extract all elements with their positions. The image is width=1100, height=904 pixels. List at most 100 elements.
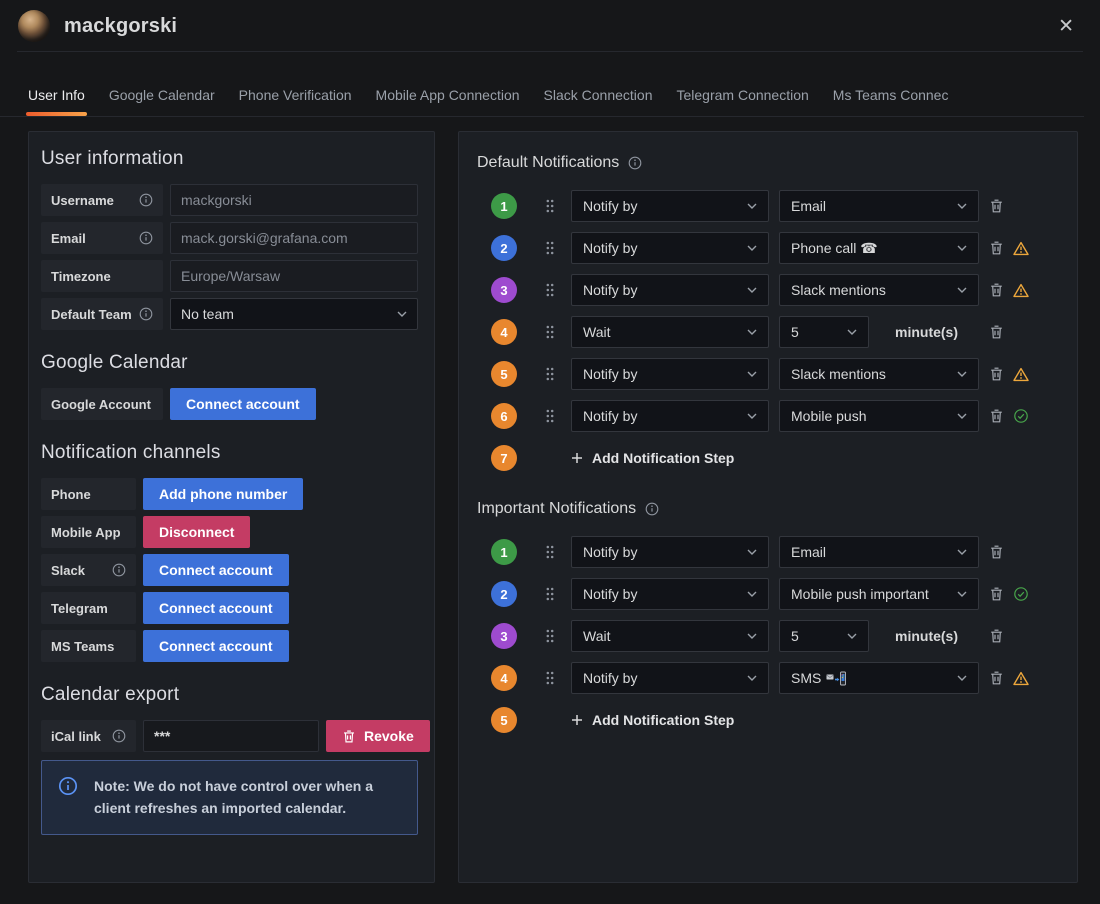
chevron-down-icon bbox=[747, 413, 757, 419]
info-icon bbox=[112, 729, 126, 743]
trash-icon bbox=[342, 729, 356, 744]
step-channel-select[interactable]: Slack mentions bbox=[779, 358, 979, 390]
trash-icon[interactable] bbox=[989, 198, 1004, 214]
trash-icon[interactable] bbox=[989, 628, 1004, 644]
add-phone-number-button[interactable]: Add phone number bbox=[143, 478, 304, 510]
step-number: 7 bbox=[500, 450, 508, 466]
chevron-down-icon bbox=[747, 591, 757, 597]
connect-account-button-label: Connect account bbox=[186, 396, 300, 412]
step-type-value: Notify by bbox=[583, 198, 638, 214]
step-type-select[interactable]: Wait bbox=[571, 316, 769, 348]
default-team-value: No team bbox=[181, 306, 234, 322]
trash-icon[interactable] bbox=[989, 240, 1004, 256]
phone-label: Phone bbox=[41, 478, 136, 510]
trash-icon[interactable] bbox=[989, 324, 1004, 340]
drag-handle-icon[interactable] bbox=[545, 240, 555, 256]
drag-handle-icon[interactable] bbox=[545, 408, 555, 424]
step-channel-value: Mobile push bbox=[791, 408, 957, 424]
step-type-value: Notify by bbox=[583, 544, 638, 560]
username-label: Username bbox=[41, 184, 163, 216]
tab-google-calendar[interactable]: Google Calendar bbox=[97, 76, 227, 116]
drag-handle-icon[interactable] bbox=[545, 324, 555, 340]
step-number-badge: 5 bbox=[491, 361, 517, 387]
step-type-value: Notify by bbox=[583, 240, 638, 256]
close-icon[interactable]: ✕ bbox=[1054, 13, 1078, 40]
step-channel-select[interactable]: Mobile push important bbox=[779, 578, 979, 610]
connect-account-button[interactable]: Connect account bbox=[170, 388, 316, 420]
default-team-select[interactable]: No team bbox=[170, 298, 418, 330]
drag-handle-icon[interactable] bbox=[545, 282, 555, 298]
google-calendar-section: Google Account Connect account bbox=[41, 388, 418, 420]
step-actions bbox=[989, 324, 1031, 340]
revoke-button[interactable]: Revoke bbox=[326, 720, 430, 752]
tab-mobile-app-connection[interactable]: Mobile App Connection bbox=[364, 76, 532, 116]
step-type-select[interactable]: Notify by bbox=[571, 662, 769, 694]
step-channel-select[interactable]: Mobile push bbox=[779, 400, 979, 432]
warning-icon bbox=[1013, 241, 1029, 256]
tab-user-info[interactable]: User Info bbox=[16, 76, 97, 116]
step-type-select[interactable]: Notify by bbox=[571, 232, 769, 264]
step-channel-select[interactable]: Email bbox=[779, 536, 979, 568]
step-type-select[interactable]: Notify by bbox=[571, 536, 769, 568]
step-actions bbox=[989, 544, 1031, 560]
step-channel-select[interactable]: Email bbox=[779, 190, 979, 222]
telegram-label-text: Telegram bbox=[51, 600, 108, 616]
ical-link-input[interactable]: *** bbox=[143, 720, 319, 752]
step-type-select[interactable]: Wait bbox=[571, 620, 769, 652]
trash-icon[interactable] bbox=[989, 366, 1004, 382]
step-type-select[interactable]: Notify by bbox=[571, 358, 769, 390]
step-type-select[interactable]: Notify by bbox=[571, 578, 769, 610]
drag-handle-icon[interactable] bbox=[545, 544, 555, 560]
important-notifications-title-text: Important Notifications bbox=[477, 500, 637, 517]
mobile-app-row: Mobile App Disconnect bbox=[41, 516, 418, 548]
step-type-select[interactable]: Notify by bbox=[571, 190, 769, 222]
drag-handle-icon[interactable] bbox=[545, 586, 555, 602]
ms-teams-label-text: MS Teams bbox=[51, 638, 115, 654]
info-icon bbox=[112, 563, 126, 577]
connect-account-button[interactable]: Connect account bbox=[143, 630, 289, 662]
notification-step-row: 1 Notify by Email bbox=[475, 190, 1061, 222]
step-channel-value: Slack mentions bbox=[791, 282, 957, 298]
step-channel-select[interactable]: Slack mentions bbox=[779, 274, 979, 306]
drag-handle-icon[interactable] bbox=[545, 198, 555, 214]
trash-icon[interactable] bbox=[989, 408, 1004, 424]
tab-slack-connection[interactable]: Slack Connection bbox=[532, 76, 665, 116]
step-type-select[interactable]: Notify by bbox=[571, 400, 769, 432]
chevron-down-icon bbox=[847, 329, 857, 335]
ical-link-label: iCal link bbox=[41, 720, 136, 752]
trash-icon[interactable] bbox=[989, 544, 1004, 560]
notification-step-row: 3 Wait 5 minute(s) bbox=[475, 620, 1061, 652]
step-number: 4 bbox=[500, 670, 508, 686]
trash-icon[interactable] bbox=[989, 282, 1004, 298]
add-notification-step-button[interactable]: Add Notification Step bbox=[571, 712, 734, 728]
trash-icon[interactable] bbox=[989, 670, 1004, 686]
step-number: 1 bbox=[500, 544, 508, 560]
drag-handle-icon[interactable] bbox=[545, 366, 555, 382]
tab-label: Ms Teams Connec bbox=[832, 87, 949, 103]
disconnect-button[interactable]: Disconnect bbox=[143, 516, 251, 548]
mobile-app-label-text: Mobile App bbox=[51, 524, 121, 540]
step-type-select[interactable]: Notify by bbox=[571, 274, 769, 306]
wait-duration-select[interactable]: 5 bbox=[779, 316, 869, 348]
google-account-label-text: Google Account bbox=[51, 396, 151, 412]
step-actions bbox=[989, 198, 1031, 214]
wait-duration-select[interactable]: 5 bbox=[779, 620, 869, 652]
notification-step-row: 4 Wait 5 minute(s) bbox=[475, 316, 1061, 348]
connect-account-button[interactable]: Connect account bbox=[143, 554, 289, 586]
step-channel-select[interactable]: Phone call ☎ bbox=[779, 232, 979, 264]
step-channel-select[interactable]: SMS bbox=[779, 662, 979, 694]
drag-handle-icon[interactable] bbox=[545, 670, 555, 686]
plus-icon bbox=[571, 452, 583, 464]
add-notification-step-button[interactable]: Add Notification Step bbox=[571, 450, 734, 466]
connect-account-button[interactable]: Connect account bbox=[143, 592, 289, 624]
section-title: Important Notifications bbox=[477, 500, 1061, 518]
drag-handle-icon[interactable] bbox=[545, 628, 555, 644]
tab-ms-teams-connec[interactable]: Ms Teams Connec bbox=[821, 76, 961, 116]
telegram-row: Telegram Connect account bbox=[41, 592, 418, 624]
notification-step-row: 2 Notify by Mobile push important bbox=[475, 578, 1061, 610]
tab-phone-verification[interactable]: Phone Verification bbox=[227, 76, 364, 116]
step-number-badge: 1 bbox=[491, 193, 517, 219]
tab-telegram-connection[interactable]: Telegram Connection bbox=[664, 76, 820, 116]
trash-icon[interactable] bbox=[989, 586, 1004, 602]
step-type-value: Notify by bbox=[583, 366, 638, 382]
